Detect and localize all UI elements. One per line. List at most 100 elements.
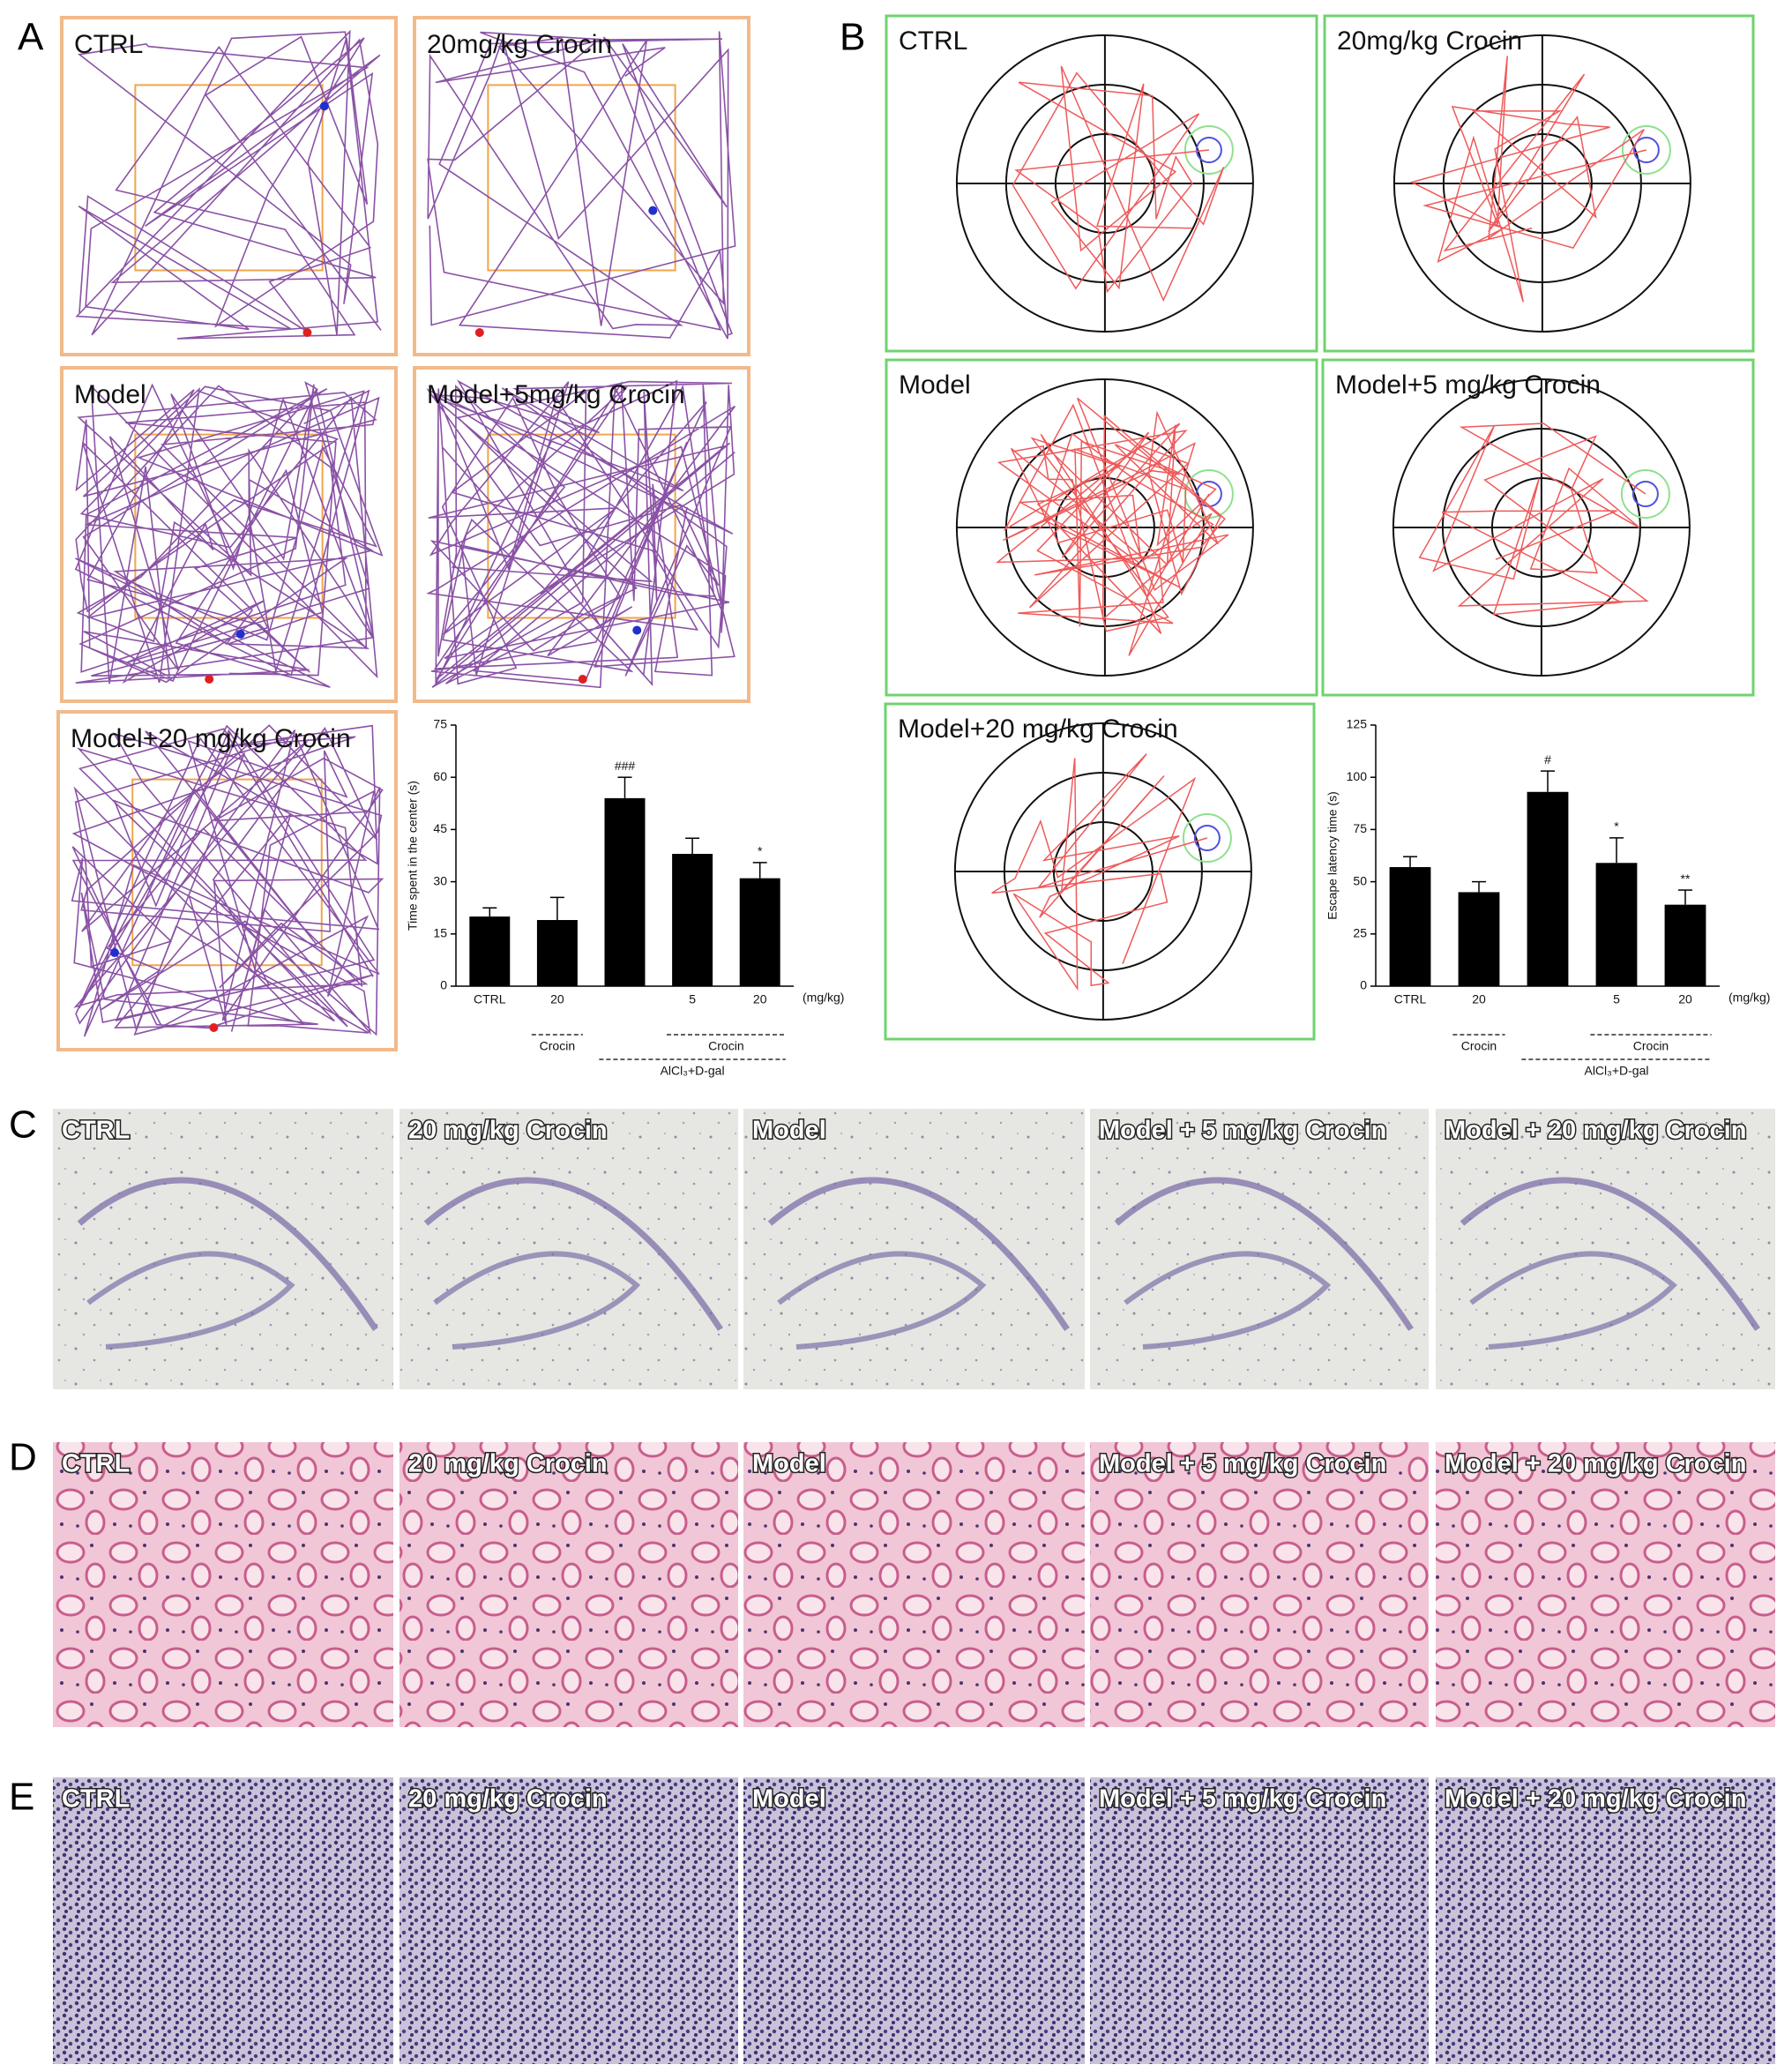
micrograph-label: Model xyxy=(752,1450,826,1478)
group-label: Crocin xyxy=(540,1039,575,1053)
micrograph-label: 20 mg/kg Crocin xyxy=(408,1117,608,1145)
x-tick-label: 5 xyxy=(689,992,696,1006)
x-tick-label: CTRL xyxy=(1394,992,1427,1006)
track-title: Model+20 mg/kg Crocin xyxy=(71,724,351,753)
micrograph xyxy=(1090,1109,1429,1389)
micrograph-label: Model + 20 mg/kg Crocin xyxy=(1445,1450,1746,1478)
y-tick-label: 75 xyxy=(1353,821,1367,835)
cell-layer xyxy=(1460,1177,1760,1331)
start-dot xyxy=(205,675,214,684)
x-tick-label: 20 xyxy=(753,992,767,1006)
micrograph xyxy=(53,1442,393,1727)
track-path xyxy=(75,29,382,340)
unit-label: (mg/kg) xyxy=(1729,991,1770,1005)
maze-title: 20mg/kg Crocin xyxy=(1337,26,1522,56)
panel-letter: C xyxy=(9,1103,37,1147)
bar xyxy=(1527,791,1569,986)
platform xyxy=(1632,137,1660,163)
start-dot xyxy=(578,675,587,684)
bar xyxy=(1595,863,1638,986)
micrograph xyxy=(1436,1442,1775,1727)
cell-layer xyxy=(1124,1251,1332,1350)
micrograph-label: Model + 5 mg/kg Crocin xyxy=(1099,1117,1386,1145)
swim-path xyxy=(995,397,1229,656)
micrograph xyxy=(53,1109,393,1389)
cell-layer xyxy=(1114,1177,1414,1331)
cell-layer xyxy=(767,1177,1070,1331)
group-label: AlCl₃+D-gal xyxy=(661,1064,725,1078)
maze-title: Model xyxy=(899,370,971,400)
bar xyxy=(1664,904,1706,986)
track-box xyxy=(60,16,398,356)
cell-layer xyxy=(777,1251,987,1350)
platform xyxy=(1195,137,1222,163)
micrograph xyxy=(743,1109,1085,1389)
end-dot xyxy=(235,629,245,639)
panel-letter: D xyxy=(9,1436,37,1479)
micrograph xyxy=(399,1442,738,1727)
track-title: 20mg/kg Crocin xyxy=(427,30,612,59)
y-tick-label: 45 xyxy=(433,821,447,835)
y-tick-label: 50 xyxy=(1353,873,1367,887)
swim-path xyxy=(1409,56,1647,303)
x-tick-label: 5 xyxy=(1613,992,1620,1006)
cell-layer xyxy=(423,1177,723,1331)
track-path xyxy=(426,379,736,689)
track-path xyxy=(71,724,385,1037)
swim-path xyxy=(991,753,1208,991)
micrograph xyxy=(1090,1777,1429,2064)
micrograph-label: Model xyxy=(752,1117,826,1145)
y-tick-label: 25 xyxy=(1353,926,1367,940)
micrograph xyxy=(1090,1442,1429,1727)
significance: ** xyxy=(1681,871,1691,886)
y-axis-label: Escape latency time (s) xyxy=(1325,791,1340,920)
x-tick-label: 20 xyxy=(1472,992,1486,1006)
y-tick-label: 0 xyxy=(440,978,447,992)
bar xyxy=(536,920,578,986)
micrograph-label: Model xyxy=(752,1785,826,1814)
platform-zone xyxy=(1182,813,1232,863)
end-dot xyxy=(109,948,119,958)
micrograph-label: CTRL xyxy=(62,1117,130,1145)
micrograph-label: 20 mg/kg Crocin xyxy=(408,1450,608,1478)
maze-title: Model+5 mg/kg Crocin xyxy=(1335,370,1601,400)
significance: # xyxy=(1544,752,1551,767)
group-label: AlCl₃+D-gal xyxy=(1584,1064,1648,1078)
bar xyxy=(1458,892,1500,986)
y-tick-label: 15 xyxy=(433,926,447,940)
swim-path xyxy=(1418,423,1649,616)
micrograph xyxy=(53,1777,393,2064)
x-tick-label: 20 xyxy=(1678,992,1692,1006)
bar xyxy=(604,797,646,986)
micrograph xyxy=(743,1777,1085,2064)
x-tick-label: 20 xyxy=(550,992,564,1006)
y-tick-label: 75 xyxy=(433,717,447,731)
group-label: Crocin xyxy=(1461,1039,1497,1053)
start-dot xyxy=(474,328,484,337)
micrograph-label: Model + 20 mg/kg Crocin xyxy=(1445,1117,1746,1145)
maze-title: Model+20 mg/kg Crocin xyxy=(898,714,1178,744)
platform xyxy=(1193,825,1221,851)
track-path xyxy=(427,31,736,340)
end-dot xyxy=(632,625,642,635)
micrograph-label: Model + 5 mg/kg Crocin xyxy=(1099,1450,1386,1478)
significance: * xyxy=(758,844,763,858)
maze-title: CTRL xyxy=(899,26,967,56)
start-dot xyxy=(209,1023,219,1032)
significance: ### xyxy=(615,759,636,773)
track-title: Model+5mg/kg Crocin xyxy=(427,380,685,409)
y-tick-label: 100 xyxy=(1347,769,1368,783)
bar xyxy=(672,854,713,986)
group-label: Crocin xyxy=(708,1039,743,1053)
cell-layer xyxy=(77,1177,378,1331)
unit-label: (mg/kg) xyxy=(803,991,844,1005)
y-tick-label: 0 xyxy=(1360,978,1367,992)
y-tick-label: 30 xyxy=(433,873,447,887)
cell-layer xyxy=(86,1251,295,1350)
bar xyxy=(1389,867,1431,986)
micrograph xyxy=(1436,1777,1775,2064)
track-title: CTRL xyxy=(74,30,143,59)
micrograph-label: CTRL xyxy=(62,1450,130,1478)
y-tick-label: 60 xyxy=(433,769,447,783)
